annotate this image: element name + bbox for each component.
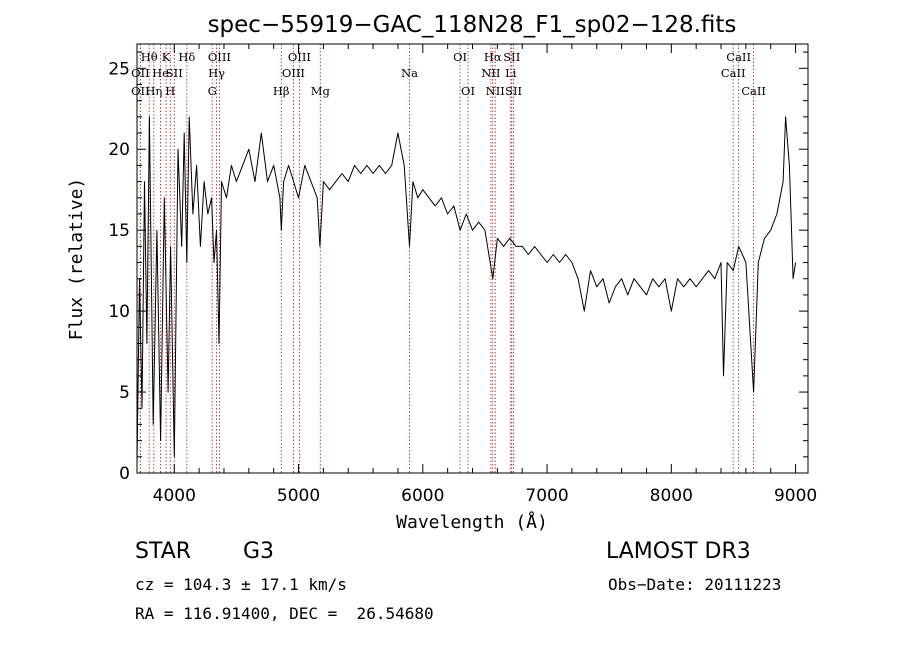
series-flux [136, 116, 797, 465]
x-tick-label-3: 7000 [525, 486, 568, 506]
y-tick-label-1: 5 [119, 383, 130, 403]
marker-label-5: K [162, 50, 171, 64]
marker-label-10: Hγ [208, 66, 225, 80]
axes: 4000 5000 6000 7000 8000 9000 0 5 10 15 20 25 [108, 43, 817, 506]
marker-label-0: Hθ [141, 50, 158, 64]
marker-label-11: G [208, 84, 217, 98]
marker-label-25: CaII [726, 50, 751, 64]
marker-label-3: Hη [145, 84, 162, 98]
observation-date: Obs−Date: 20111223 [608, 575, 782, 594]
y-tick-label-2: 10 [108, 302, 130, 322]
marker-label-6: H [165, 84, 175, 98]
marker-label-21: NII [481, 66, 500, 80]
x-tick-label-1: 5000 [277, 486, 320, 506]
redshift-cz: cz = 104.3 ± 17.1 km/s [135, 575, 347, 594]
plot-frame [136, 43, 809, 474]
marker-label-23: NII [486, 84, 505, 98]
y-tick-label-0: 0 [119, 464, 130, 484]
x-axis-label: Wavelength (Å) [396, 511, 548, 533]
spectrum-series [136, 116, 797, 465]
object-subclass: G3 [243, 539, 275, 564]
marker-label-13: OIII [288, 50, 311, 64]
object-class: STAR [135, 539, 192, 564]
y-tick-label-3: 15 [108, 221, 130, 241]
y-tick-label-4: 20 [108, 140, 130, 160]
marker-label-9: OIII [208, 50, 231, 64]
x-tick-label-5: 9000 [774, 486, 817, 506]
marker-label-8: Hδ [178, 50, 195, 64]
marker-label-15: Mg [311, 84, 331, 98]
chart-title: spec−55919−GAC_118N28_F1_sp02−128.fits [208, 12, 737, 38]
marker-label-7: SII [166, 66, 183, 80]
coordinates: RA = 116.91400, DEC = 26.54680 [135, 604, 434, 623]
x-tick-label-2: 6000 [401, 486, 444, 506]
marker-label-22: Li [505, 66, 517, 80]
marker-label-16: Na [401, 66, 418, 80]
marker-label-12: Hβ [273, 84, 290, 98]
marker-label-27: CaII [741, 84, 766, 98]
marker-label-4: He [152, 66, 169, 80]
x-tick-label-4: 8000 [650, 486, 693, 506]
marker-label-20: SII [503, 50, 520, 64]
marker-label-19: Hα [484, 50, 502, 64]
marker-label-26: CaII [721, 66, 746, 80]
marker-label-14: OIII [282, 66, 305, 80]
y-tick-label-5: 25 [108, 59, 130, 79]
marker-label-24: SII [505, 84, 522, 98]
marker-label-17: OI [453, 50, 467, 64]
marker-label-18: OI [461, 84, 475, 98]
x-tick-label-0: 4000 [153, 486, 196, 506]
y-axis-label: Flux (relative) [66, 178, 87, 341]
survey-name: LAMOST DR3 [606, 539, 751, 564]
marker-label-2: OII [131, 84, 150, 98]
